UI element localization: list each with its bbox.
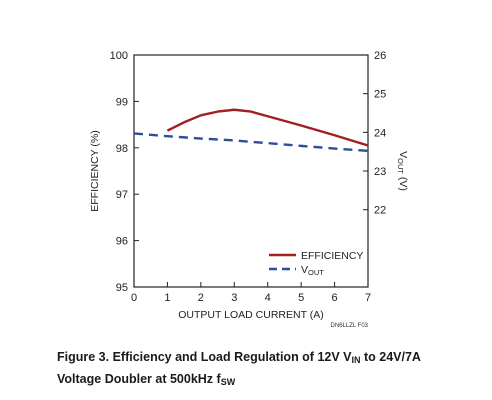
x-tick-label: 6 [332,292,338,304]
legend: EFFICIENCY VOUT [269,250,363,277]
left-y-tick-label: 100 [110,50,128,62]
vout-line [133,132,369,153]
x-axis-label: OUTPUT LOAD CURRENT (A) [178,309,323,321]
right-y-tick-label: 24 [374,127,386,139]
right-y-axis-ticks: 22 23 24 25 26 [363,50,386,217]
x-tick-label: 2 [198,292,204,304]
left-y-axis-ticks: 95 96 97 98 99 100 [110,50,139,294]
left-y-tick-label: 99 [116,96,128,108]
legend-efficiency-label: EFFICIENCY [301,250,363,262]
x-tick-label: 1 [164,292,170,304]
right-y-tick-label: 25 [374,89,386,101]
x-tick-label: 7 [365,292,371,304]
right-y-tick-label: 26 [374,50,386,62]
left-y-tick-label: 97 [116,189,128,201]
caption-line-2: Voltage Doubler at 500kHz fSW [57,372,236,387]
efficiency-line [166,108,369,147]
caption-line-1: Figure 3. Efficiency and Load Regulation… [57,350,421,365]
left-y-axis-label: EFFICIENCY (%) [89,130,101,211]
right-y-tick-label: 23 [374,166,386,178]
x-tick-label: 4 [265,292,271,304]
figure-tag: DN6LLZL F03 [331,323,369,329]
x-axis-ticks: 0 1 2 3 4 5 6 7 [131,282,371,304]
series-layer [133,108,369,153]
legend-vout-label: VOUT [301,264,324,277]
left-y-tick-label: 96 [116,236,128,248]
left-y-tick-label: 95 [116,282,128,294]
x-tick-label: 5 [298,292,304,304]
figure-caption: Figure 3. Efficiency and Load Regulation… [57,348,477,392]
right-y-axis-label: VOUT (V) [396,151,409,191]
right-y-tick-label: 22 [374,205,386,217]
x-tick-label: 3 [231,292,237,304]
left-y-tick-label: 98 [116,143,128,155]
x-tick-label: 0 [131,292,137,304]
